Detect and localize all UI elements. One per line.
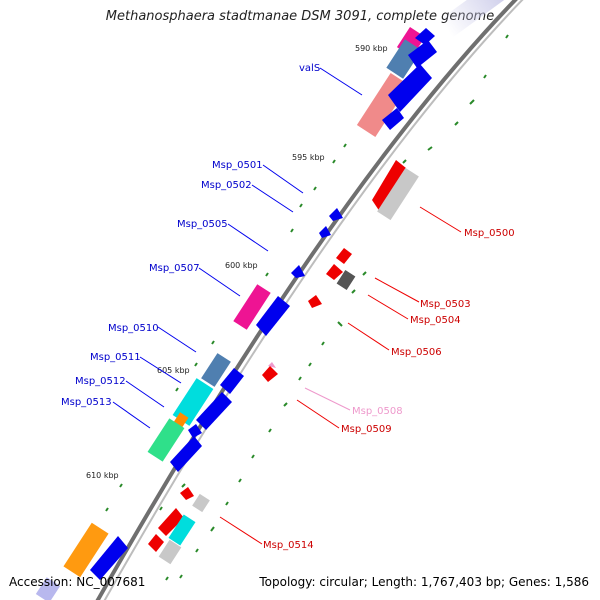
gene-arrow [336, 248, 352, 264]
gene-arrow [329, 208, 343, 221]
gene-block [63, 522, 109, 578]
backbone [95, 0, 524, 600]
kbp-marker-610: 610 kbp [86, 471, 119, 480]
gene-arrow [256, 296, 290, 336]
gene-arrow [291, 265, 305, 278]
gene-arrow [148, 534, 164, 552]
gene-block [192, 493, 210, 513]
gene-block [147, 418, 185, 462]
gene-arrow [196, 392, 232, 430]
gene-block [158, 539, 182, 565]
gene-block [233, 284, 271, 330]
gene-arrow [319, 226, 331, 238]
gene-arrow [188, 424, 202, 438]
gene-label-msp-0514[interactable]: Msp_0514 [263, 540, 314, 551]
gene-block [35, 577, 61, 600]
kbp-marker-600: 600 kbp [225, 261, 258, 270]
kbp-marker-590: 590 kbp [355, 44, 388, 53]
gene-label-msp-0505[interactable]: Msp_0505 [177, 219, 228, 230]
kbp-markers: 590 kbp 595 kbp 600 kbp 605 kbp 610 kbp [86, 44, 388, 480]
gene-label-valS[interactable]: valS [299, 63, 320, 74]
gene-label-msp-0504[interactable]: Msp_0504 [410, 315, 461, 326]
gene-block [386, 39, 422, 79]
gene-label-msp-0503[interactable]: Msp_0503 [420, 299, 471, 310]
gene-block [336, 270, 356, 290]
gene-label-msp-0507[interactable]: Msp_0507 [149, 263, 200, 274]
accession-text: Accession: NC_007681 [9, 575, 146, 589]
gene-arrow [262, 366, 278, 382]
gene-label-msp-0508[interactable]: Msp_0508 [352, 406, 403, 417]
gene-block [377, 167, 419, 221]
gene-label-msp-0501[interactable]: Msp_0501 [212, 160, 263, 171]
gene-label-msp-0500[interactable]: Msp_0500 [464, 228, 515, 239]
gene-block [168, 514, 196, 546]
leader-lines [112, 67, 462, 545]
gene-block [172, 378, 214, 426]
kbp-marker-605: 605 kbp [157, 366, 190, 375]
gene-labels: valS Msp_0501 Msp_0502 Msp_0505 Msp_0507… [61, 63, 515, 551]
gene-arrow [415, 28, 435, 45]
gene-arrow [326, 264, 343, 280]
gene-label-msp-0513[interactable]: Msp_0513 [61, 397, 112, 408]
gene-label-msp-0511[interactable]: Msp_0511 [90, 352, 141, 363]
gene-label-msp-0506[interactable]: Msp_0506 [391, 347, 442, 358]
gene-arrow [308, 295, 322, 308]
gene-arrow [372, 160, 406, 212]
gene-label-msp-0509[interactable]: Msp_0509 [341, 424, 392, 435]
gene-arrow [382, 108, 404, 130]
gene-arrow [170, 436, 202, 472]
gene-label-msp-0512[interactable]: Msp_0512 [75, 376, 126, 387]
map-title: Methanosphaera stadtmanae DSM 3091, comp… [105, 9, 495, 24]
genome-summary-text: Topology: circular; Length: 1,767,403 bp… [259, 575, 589, 589]
gene-label-msp-0502[interactable]: Msp_0502 [201, 180, 252, 191]
gene-arrow [408, 40, 437, 68]
gene-arrow [388, 64, 432, 112]
forward-genes [35, 27, 437, 600]
gene-arrow [158, 508, 184, 536]
gene-arrow [90, 536, 128, 580]
gene-label-msp-0510[interactable]: Msp_0510 [108, 323, 159, 334]
reverse-genes [148, 160, 419, 565]
gene-block [201, 353, 231, 387]
gene-arrow [180, 487, 194, 500]
faded-track [439, 0, 514, 38]
gene-arrow [220, 368, 244, 394]
kbp-marker-595: 595 kbp [292, 153, 325, 162]
